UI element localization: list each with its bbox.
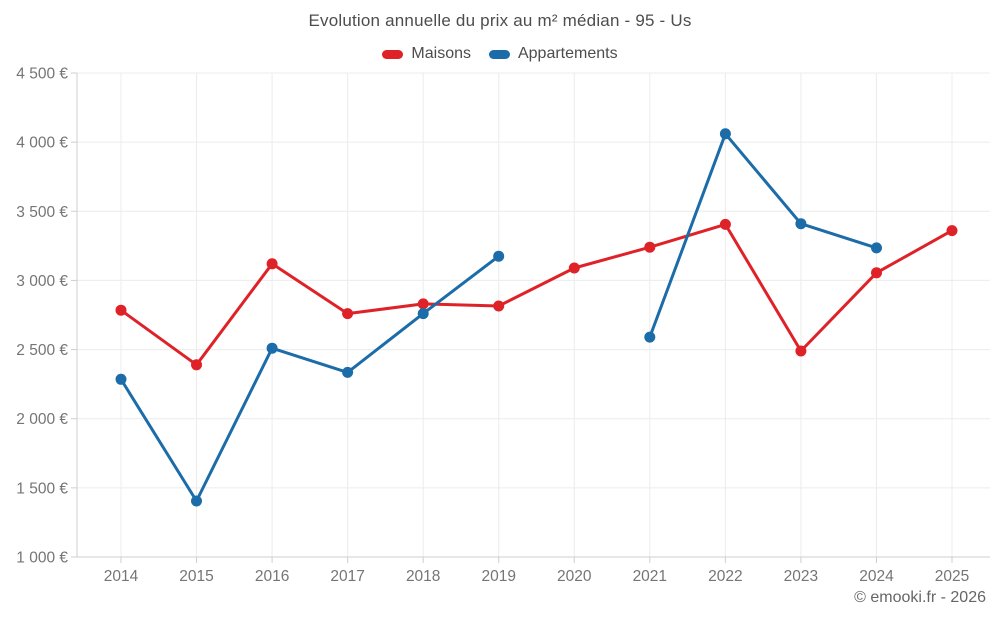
data-point-maisons-2023[interactable] (795, 345, 807, 357)
data-point-maisons-2025[interactable] (946, 225, 958, 237)
legend-item-appartements[interactable]: Appartements (488, 45, 618, 63)
legend-swatch-appartements-icon (488, 49, 510, 59)
data-point-appartements-2024[interactable] (871, 242, 882, 254)
x-axis-label: 2023 (784, 568, 818, 585)
x-axis-label: 2024 (859, 568, 894, 585)
data-point-maisons-2017[interactable] (342, 308, 354, 320)
copyright: © emooki.fr - 2026 (854, 589, 986, 606)
data-point-appartements-2018[interactable] (417, 308, 429, 320)
y-axis-label: 4 500 € (16, 66, 68, 83)
data-point-maisons-2016[interactable] (266, 258, 278, 270)
legend-label-appartements: Appartements (517, 45, 618, 62)
data-point-appartements-2014[interactable] (115, 373, 127, 385)
x-axis-label: 2021 (633, 568, 667, 585)
y-axis-label: 3 000 € (16, 273, 68, 290)
y-axis-label: 2 000 € (16, 411, 68, 428)
y-axis-label: 1 500 € (16, 480, 68, 497)
legend-item-maisons[interactable]: Maisons (382, 45, 471, 63)
data-point-maisons-2014[interactable] (115, 304, 127, 316)
data-point-maisons-2018[interactable] (417, 298, 429, 310)
x-axis-label: 2025 (935, 568, 969, 585)
data-point-maisons-2022[interactable] (719, 218, 731, 230)
series-line-maisons (119, 222, 954, 367)
data-point-appartements-2019[interactable] (493, 250, 505, 262)
legend-label-maisons: Maisons (411, 45, 471, 62)
data-point-maisons-2019[interactable] (493, 300, 505, 312)
y-axis-label: 3 500 € (16, 204, 68, 221)
data-point-maisons-2021[interactable] (644, 241, 656, 253)
x-axis-label: 2017 (330, 568, 364, 585)
data-point-appartements-2015[interactable] (191, 495, 202, 507)
x-axis-label: 2014 (104, 568, 139, 585)
data-point-appartements-2022[interactable] (719, 128, 731, 140)
legend-swatch-maisons-icon (382, 49, 404, 59)
data-point-appartements-2021[interactable] (644, 331, 656, 343)
data-point-appartements-2017[interactable] (342, 366, 354, 378)
data-point-appartements-2023[interactable] (795, 218, 807, 230)
data-point-maisons-2015[interactable] (191, 359, 202, 371)
y-axis-label: 2 500 € (16, 342, 68, 359)
x-axis-label: 2022 (708, 568, 742, 585)
chart-legend: Maisons Appartements (0, 45, 1000, 63)
series-line-appartements (119, 132, 878, 503)
data-point-maisons-2024[interactable] (871, 267, 882, 279)
data-point-appartements-2016[interactable] (266, 342, 278, 354)
x-axis-label: 2016 (255, 568, 289, 585)
chart-title: Evolution annuelle du prix au m² médian … (308, 11, 692, 30)
x-axis-label: 2020 (557, 568, 592, 585)
x-axis-label: 2018 (406, 568, 440, 585)
y-axis-label: 4 000 € (16, 135, 68, 152)
y-axis-label: 1 000 € (16, 550, 68, 567)
x-axis-label: 2015 (179, 568, 213, 585)
x-axis-label: 2019 (481, 568, 515, 585)
data-point-maisons-2020[interactable] (568, 262, 580, 274)
